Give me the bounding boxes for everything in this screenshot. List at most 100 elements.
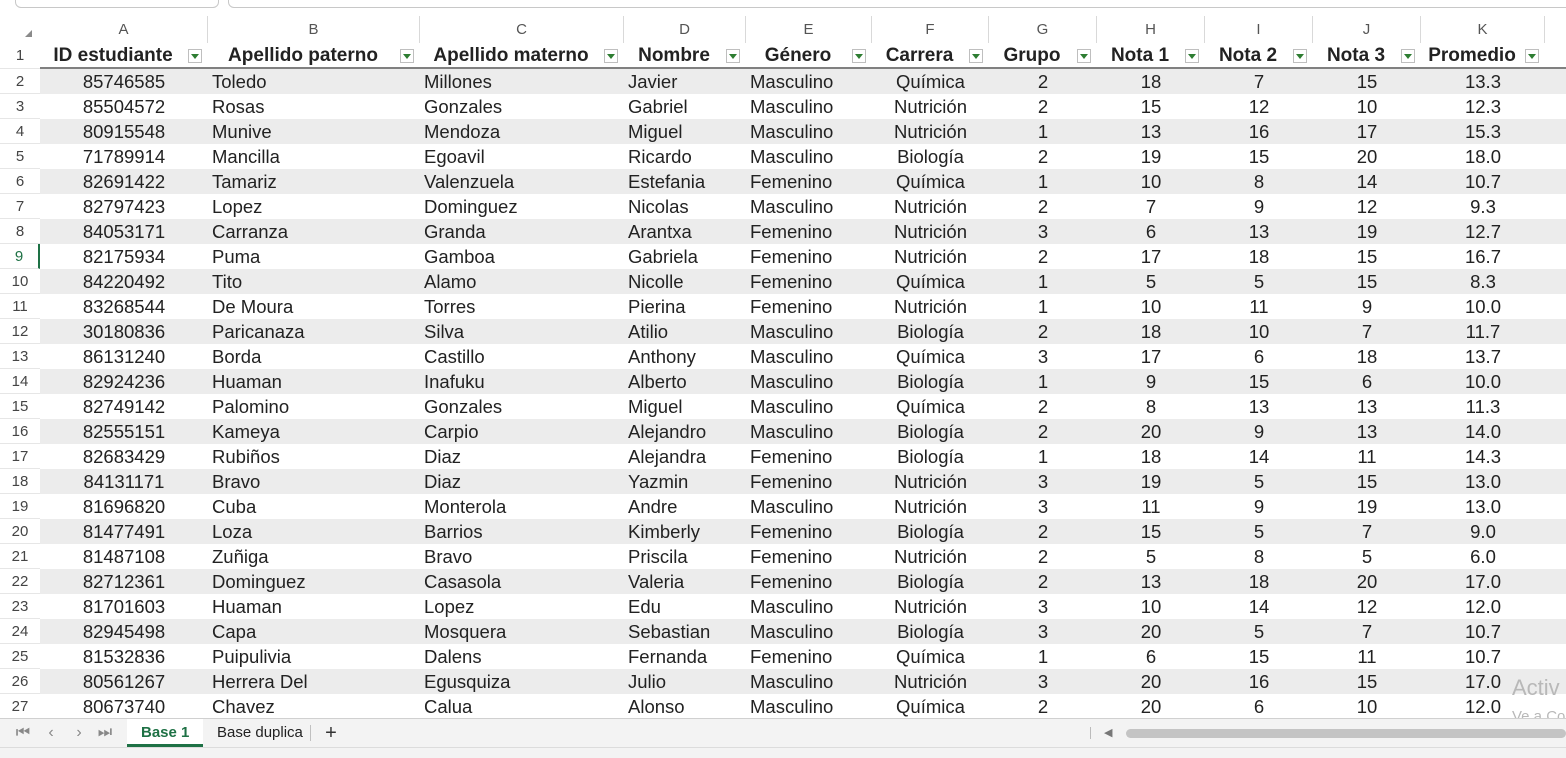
cell[interactable]: 15.3: [1464, 121, 1501, 142]
cell[interactable]: Biología: [897, 421, 964, 442]
cell[interactable]: Gonzales: [424, 396, 503, 417]
cell[interactable]: Biología: [897, 621, 964, 642]
row-header-25[interactable]: 25: [0, 644, 40, 669]
cell[interactable]: 17: [1356, 121, 1378, 142]
cell[interactable]: Rosas: [212, 96, 265, 117]
cell[interactable]: Biología: [897, 371, 964, 392]
cell[interactable]: 10: [1140, 296, 1162, 317]
cell[interactable]: 3: [1037, 471, 1049, 492]
cell[interactable]: 12.0: [1464, 596, 1501, 617]
cell[interactable]: Biología: [897, 571, 964, 592]
cell[interactable]: 19: [1140, 146, 1162, 167]
cell[interactable]: 80673740: [82, 696, 166, 717]
cell[interactable]: Anthony: [628, 346, 696, 367]
cell[interactable]: 11: [1357, 446, 1377, 467]
cell[interactable]: 82945498: [82, 621, 166, 642]
column-header-k[interactable]: K: [1421, 16, 1545, 43]
cell[interactable]: 9: [1253, 421, 1265, 442]
filter-dropdown-icon[interactable]: [1525, 49, 1539, 63]
column-header-i[interactable]: I: [1205, 16, 1313, 43]
filter-dropdown-icon[interactable]: [604, 49, 618, 63]
cell[interactable]: 20: [1356, 571, 1378, 592]
cell[interactable]: 15: [1248, 146, 1270, 167]
cell[interactable]: 6: [1145, 646, 1157, 667]
cell[interactable]: Nutrición: [894, 221, 967, 242]
cell[interactable]: Kameya: [212, 421, 280, 442]
cell[interactable]: 82691422: [82, 171, 166, 192]
row-header-4[interactable]: 4: [0, 119, 40, 144]
cell[interactable]: Masculino: [750, 146, 834, 167]
cell[interactable]: 15: [1248, 371, 1270, 392]
row-header-17[interactable]: 17: [0, 444, 40, 469]
cell[interactable]: 13.0: [1464, 471, 1501, 492]
cell[interactable]: Nutrición: [894, 196, 967, 217]
cell[interactable]: 18: [1140, 446, 1162, 467]
cell[interactable]: 1: [1037, 171, 1049, 192]
row-header-2[interactable]: 2: [0, 69, 40, 94]
row-header-1[interactable]: 1: [0, 43, 40, 69]
cell[interactable]: 1: [1037, 271, 1049, 292]
cell[interactable]: 6: [1253, 346, 1265, 367]
cell[interactable]: 15: [1356, 671, 1378, 692]
cell[interactable]: Alamo: [424, 271, 477, 292]
cell[interactable]: Puma: [212, 246, 261, 267]
cell[interactable]: 14.3: [1464, 446, 1501, 467]
cell[interactable]: 3: [1037, 346, 1049, 367]
cell[interactable]: 71789914: [82, 146, 166, 167]
cell[interactable]: Femenino: [750, 296, 833, 317]
cell[interactable]: Calua: [424, 696, 473, 717]
filter-dropdown-icon[interactable]: [188, 49, 202, 63]
header-cell[interactable]: Apellido materno: [433, 45, 589, 66]
row-header-24[interactable]: 24: [0, 619, 40, 644]
row-header-20[interactable]: 20: [0, 519, 40, 544]
cell[interactable]: Bravo: [424, 546, 473, 567]
cell[interactable]: 2: [1037, 546, 1049, 567]
row-header-9[interactable]: 9: [0, 244, 40, 269]
cell[interactable]: 9: [1253, 196, 1265, 217]
column-header-d[interactable]: D: [624, 16, 746, 43]
cell[interactable]: 85746585: [82, 71, 166, 92]
cell[interactable]: 15: [1356, 71, 1378, 92]
cell[interactable]: 19: [1356, 221, 1378, 242]
cell[interactable]: 2: [1037, 146, 1049, 167]
cell[interactable]: Yazmin: [628, 471, 689, 492]
cell[interactable]: 5: [1253, 621, 1265, 642]
cell[interactable]: Química: [896, 396, 965, 417]
cell[interactable]: Torres: [424, 296, 476, 317]
cell[interactable]: Masculino: [750, 396, 834, 417]
cell[interactable]: 15: [1248, 646, 1270, 667]
cell[interactable]: Química: [896, 696, 965, 717]
cell[interactable]: Zuñiga: [212, 546, 269, 567]
cell[interactable]: Herrera Del: [212, 671, 308, 692]
cell[interactable]: 17.0: [1464, 571, 1501, 592]
cell[interactable]: Dalens: [424, 646, 482, 667]
cell[interactable]: Nutrición: [894, 96, 967, 117]
cell[interactable]: 2: [1037, 196, 1049, 217]
cell[interactable]: 7: [1361, 321, 1373, 342]
cell[interactable]: 9: [1253, 496, 1265, 517]
cell[interactable]: Nutrición: [894, 471, 967, 492]
cell[interactable]: 20: [1356, 146, 1378, 167]
cell[interactable]: Química: [896, 171, 965, 192]
cell[interactable]: 7: [1253, 71, 1265, 92]
cell[interactable]: 7: [1361, 621, 1373, 642]
column-header-h[interactable]: H: [1097, 16, 1205, 43]
cell[interactable]: 14: [1356, 171, 1378, 192]
cell[interactable]: Gabriela: [628, 246, 698, 267]
cell[interactable]: 84053171: [82, 221, 166, 242]
cell[interactable]: 14: [1248, 446, 1270, 467]
cell[interactable]: Femenino: [750, 221, 833, 242]
cell[interactable]: Carranza: [212, 221, 289, 242]
cell[interactable]: 7: [1361, 521, 1373, 542]
cell[interactable]: Javier: [628, 71, 678, 92]
select-all-corner[interactable]: [0, 16, 40, 43]
header-cell[interactable]: ID estudiante: [53, 45, 173, 66]
cell[interactable]: 12: [1248, 96, 1270, 117]
header-cell[interactable]: Apellido paterno: [228, 45, 378, 66]
cell[interactable]: 3: [1037, 496, 1049, 517]
cell[interactable]: Mancilla: [212, 146, 280, 167]
cell[interactable]: 1: [1037, 121, 1049, 142]
row-header-22[interactable]: 22: [0, 569, 40, 594]
cell[interactable]: 6: [1361, 371, 1373, 392]
cell[interactable]: 10.7: [1464, 171, 1501, 192]
